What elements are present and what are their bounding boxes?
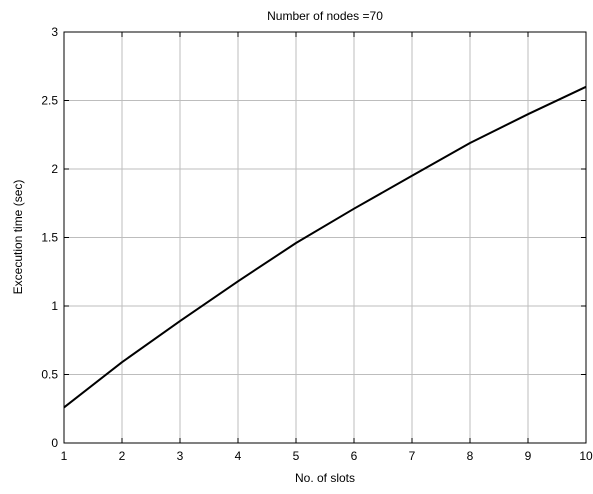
y-tick-label: 1.5 <box>41 231 58 245</box>
y-tick-label: 0.5 <box>41 368 58 382</box>
y-tick-labels: 0 0.5 1 1.5 2 2.5 3 <box>41 25 58 450</box>
x-tick-label: 1 <box>61 449 68 463</box>
y-tick-label: 1 <box>51 299 58 313</box>
x-tick-label: 10 <box>579 449 593 463</box>
y-tick-label: 0 <box>51 436 58 450</box>
x-tick-label: 9 <box>525 449 532 463</box>
y-axis-title: Excecution time (sec) <box>11 180 25 295</box>
x-tick-label: 3 <box>177 449 184 463</box>
x-tick-label: 8 <box>467 449 474 463</box>
grid <box>64 32 586 443</box>
series-line <box>63 85 587 409</box>
series-layer <box>63 85 587 409</box>
x-tick-label: 5 <box>293 449 300 463</box>
x-tick-labels: 1 2 3 4 5 6 7 8 9 10 <box>61 449 593 463</box>
x-tick-label: 6 <box>351 449 358 463</box>
x-tick-label: 4 <box>235 449 242 463</box>
chart-title: Number of nodes =70 <box>267 9 383 23</box>
x-axis-title: No. of slots <box>295 471 355 485</box>
ticks <box>63 31 587 444</box>
y-tick-label: 3 <box>51 25 58 39</box>
x-tick-label: 2 <box>119 449 126 463</box>
x-tick-label: 7 <box>409 449 416 463</box>
y-tick-label: 2 <box>51 162 58 176</box>
y-tick-label: 2.5 <box>41 94 58 108</box>
